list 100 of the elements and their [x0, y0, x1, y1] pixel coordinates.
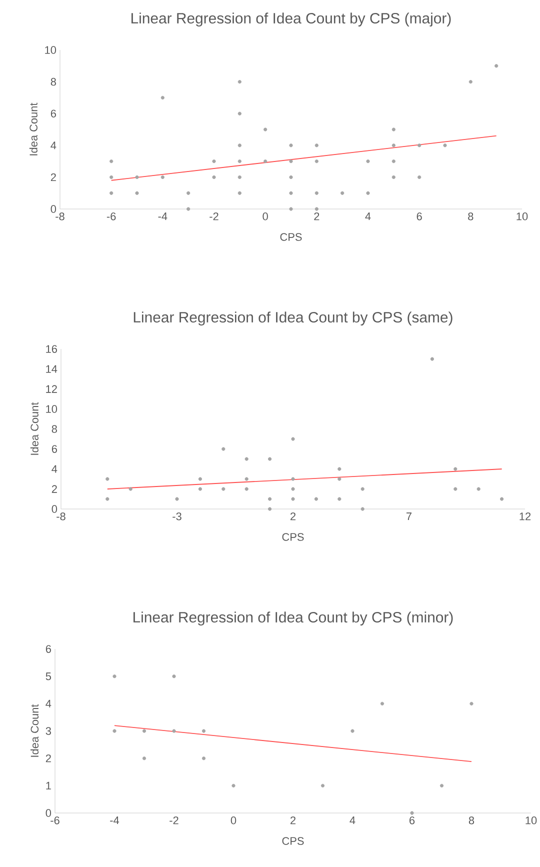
point [340, 191, 344, 195]
y-tick-label: 6 [52, 445, 57, 453]
point [440, 784, 444, 788]
x-tick-label: 4 [365, 212, 371, 220]
point [380, 702, 384, 706]
point [314, 159, 318, 164]
x-tick-label: -2 [169, 816, 178, 824]
x-tick-label: -4 [158, 212, 168, 220]
point [263, 128, 267, 132]
point [350, 729, 354, 733]
point [290, 497, 295, 501]
point [238, 191, 242, 195]
y-tick-label: 4 [51, 465, 57, 473]
point [238, 159, 242, 164]
x-axis-title: CPS [280, 233, 302, 241]
y-tick-label: 2 [50, 173, 56, 182]
point [469, 702, 474, 706]
point [392, 128, 396, 132]
y-tick-label: 4 [45, 700, 51, 708]
point [337, 477, 341, 481]
x-tick-label: 12 [520, 512, 530, 520]
point [290, 487, 295, 491]
point [453, 487, 457, 491]
point [430, 357, 434, 361]
point [112, 729, 116, 733]
point [198, 477, 202, 481]
x-axis-title: CPS [282, 533, 304, 541]
point [314, 207, 318, 211]
point [135, 175, 139, 179]
point [160, 175, 164, 179]
x-tick-label: 6 [409, 816, 414, 824]
point [366, 159, 370, 164]
point [290, 477, 295, 481]
point [263, 159, 267, 164]
chart-title: Linear Regression of Idea Count by CPS (same) [134, 312, 452, 326]
y-axis-title: Idea Count [29, 102, 38, 156]
point [105, 497, 109, 501]
y-tick-label: 0 [50, 205, 56, 213]
point [268, 457, 272, 461]
x-tick-label: 2 [314, 212, 319, 220]
point [238, 144, 242, 148]
point [392, 144, 396, 148]
point [337, 467, 341, 471]
point [410, 811, 414, 815]
point [453, 467, 457, 471]
y-tick-label: 5 [46, 672, 51, 680]
point [314, 191, 318, 195]
x-tick-label: -6 [50, 816, 60, 824]
point [476, 487, 480, 491]
point [186, 191, 190, 195]
x-axis-title: CPS [282, 837, 304, 845]
point [392, 159, 396, 164]
point [392, 175, 396, 179]
y-tick-label: 2 [46, 754, 51, 762]
point [212, 159, 216, 164]
point [202, 756, 206, 760]
point [238, 112, 242, 116]
y-tick-label: 6 [50, 110, 56, 118]
x-tick-label: 8 [468, 816, 474, 824]
point [128, 487, 132, 491]
point [366, 191, 370, 195]
point [172, 674, 176, 678]
point [172, 729, 176, 733]
x-tick-label: 10 [516, 212, 528, 220]
y-tick-label: 8 [50, 78, 56, 86]
y-tick-label: 1 [46, 782, 51, 790]
y-axis-title: Idea Count [30, 402, 38, 455]
point [468, 80, 472, 84]
point [337, 497, 341, 501]
point [500, 497, 504, 501]
point [142, 756, 146, 760]
point [290, 437, 295, 441]
x-tick-label: -3 [172, 512, 182, 520]
point [186, 207, 190, 211]
y-tick-label: 8 [52, 425, 57, 433]
x-tick-label: 0 [230, 816, 236, 824]
point [160, 96, 164, 100]
point [238, 175, 242, 179]
point [288, 159, 293, 164]
chart-title: Linear Regression of Idea Count by CPS (major) [131, 12, 451, 26]
point [109, 159, 113, 164]
x-tick-label: 2 [290, 512, 296, 520]
point [314, 144, 318, 148]
point [442, 144, 447, 148]
y-tick-label: 12 [46, 385, 57, 393]
point [360, 487, 364, 491]
x-tick-label: 10 [526, 816, 536, 824]
point [314, 497, 318, 501]
point [109, 191, 113, 195]
y-tick-label: 14 [46, 365, 57, 373]
y-tick-label: 16 [46, 345, 57, 353]
y-tick-label: 6 [46, 645, 51, 653]
x-tick-label: 7 [406, 512, 412, 520]
point [238, 80, 242, 84]
point [212, 175, 216, 179]
point [417, 144, 421, 148]
y-tick-label: 10 [44, 46, 56, 54]
point [198, 487, 202, 491]
x-tick-label: -6 [106, 212, 116, 220]
point [244, 487, 248, 491]
